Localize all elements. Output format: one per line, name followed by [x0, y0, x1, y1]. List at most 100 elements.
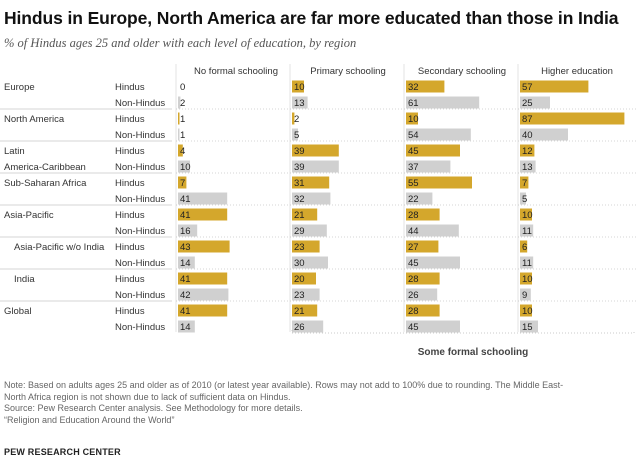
bar-value-label: 5 [522, 194, 527, 205]
bar-hindus [178, 304, 228, 317]
bar-hindus [292, 112, 295, 125]
bar-hindus [520, 272, 532, 285]
group-label: Hindus [115, 82, 145, 93]
group-label: Non-Hindus [115, 162, 165, 173]
bar-hindus [292, 144, 339, 157]
bar-value-label: 55 [408, 178, 419, 189]
bar-hindus [520, 176, 529, 189]
formal-schooling-bracket [291, 330, 635, 334]
bar-value-label: 16 [180, 226, 191, 237]
group-label: Hindus [115, 114, 145, 125]
bar-non-hindus [178, 288, 229, 301]
bar-value-label: 21 [294, 210, 305, 221]
bar-hindus [406, 144, 460, 157]
bar-value-label: 13 [294, 98, 305, 109]
bar-non-hindus [520, 160, 536, 173]
bar-hindus [520, 80, 589, 93]
bar-non-hindus [292, 256, 328, 269]
bar-hindus [406, 80, 445, 93]
chart-title: Hindus in Europe, North America are far … [4, 8, 619, 28]
bar-non-hindus [178, 224, 198, 237]
bar-hindus [178, 112, 180, 125]
pew-brand-logo: PEW RESEARCH CENTER [4, 447, 121, 457]
group-label: Non-Hindus [115, 194, 165, 205]
education-table-chart: No formal schooling Primary schooling Seco… [0, 64, 636, 358]
bar-hindus [292, 304, 318, 317]
bar-non-hindus [406, 224, 459, 237]
bar-hindus [520, 112, 625, 125]
bar-hindus [178, 272, 228, 285]
bar-value-label: 40 [522, 130, 533, 141]
source-line: Source: Pew Research Center analysis. Se… [4, 403, 303, 413]
bar-value-label: 1 [180, 130, 185, 141]
bar-value-label: 32 [294, 194, 305, 205]
bar-value-label: 28 [408, 210, 419, 221]
bar-hindus [520, 208, 532, 221]
group-label: Hindus [115, 274, 145, 285]
bar-value-label: 10 [522, 274, 533, 285]
bar-value-label: 7 [180, 178, 185, 189]
bar-hindus [520, 240, 528, 253]
bar-non-hindus [406, 256, 460, 269]
group-label: Non-Hindus [115, 290, 165, 301]
region-label: Europe [4, 82, 35, 93]
bar-value-label: 26 [408, 290, 419, 301]
report-title: “Religion and Education Around the World… [4, 414, 175, 425]
bar-non-hindus [292, 192, 331, 205]
bar-value-label: 30 [294, 258, 305, 269]
bar-non-hindus [406, 320, 460, 333]
bar-value-label: 0 [180, 82, 185, 93]
bar-hindus [406, 112, 418, 125]
group-label: Hindus [115, 146, 145, 157]
region-label: America-Caribbean [4, 162, 86, 173]
bar-non-hindus [406, 96, 480, 109]
bar-non-hindus [520, 256, 534, 269]
bar-non-hindus [178, 256, 195, 269]
bar-hindus [292, 240, 320, 253]
bar-value-label: 28 [408, 306, 419, 317]
bar-value-label: 10 [294, 82, 305, 93]
bar-hindus [292, 208, 318, 221]
bar-hindus [178, 144, 183, 157]
bar-value-label: 32 [408, 82, 419, 93]
bar-hindus [292, 80, 304, 93]
column-header-4: Higher education [541, 66, 613, 77]
group-label: Non-Hindus [115, 226, 165, 237]
bar-value-label: 13 [522, 162, 533, 173]
bar-value-label: 11 [522, 258, 532, 269]
bar-value-label: 57 [522, 82, 533, 93]
bar-value-label: 39 [294, 146, 305, 157]
bar-non-hindus [520, 96, 550, 109]
bar-value-label: 27 [408, 242, 419, 253]
note-line-2: North Africa region is not shown due to … [4, 391, 291, 402]
bar-value-label: 14 [180, 258, 191, 269]
bar-hindus [520, 144, 535, 157]
bar-value-label: 41 [180, 210, 191, 221]
bar-value-label: 20 [294, 274, 305, 285]
bar-value-label: 14 [180, 322, 191, 333]
bar-non-hindus [292, 128, 298, 141]
group-label: Hindus [115, 306, 145, 317]
bar-value-label: 15 [522, 322, 533, 333]
bar-hindus [406, 176, 472, 189]
bar-value-label: 42 [180, 290, 191, 301]
bar-non-hindus [292, 224, 327, 237]
formal-schooling-label: Some formal schooling [418, 347, 529, 358]
bar-value-label: 22 [408, 194, 419, 205]
bar-value-label: 7 [522, 178, 527, 189]
bar-non-hindus [520, 128, 568, 141]
bar-hindus [178, 176, 187, 189]
bar-hindus [406, 240, 439, 253]
region-label: Asia-Pacific [4, 210, 54, 221]
group-label: Hindus [115, 210, 145, 221]
bar-value-label: 43 [180, 242, 191, 253]
group-label: Non-Hindus [115, 98, 165, 109]
note-line-1: Note: Based on adults ages 25 and older … [4, 380, 564, 390]
bar-value-label: 37 [408, 162, 419, 173]
bar-value-label: 10 [408, 114, 419, 125]
bar-value-label: 45 [408, 322, 419, 333]
column-header-3: Secondary schooling [418, 66, 506, 77]
group-label: Hindus [115, 242, 145, 253]
bar-non-hindus [292, 160, 339, 173]
bar-value-label: 1 [180, 114, 185, 125]
